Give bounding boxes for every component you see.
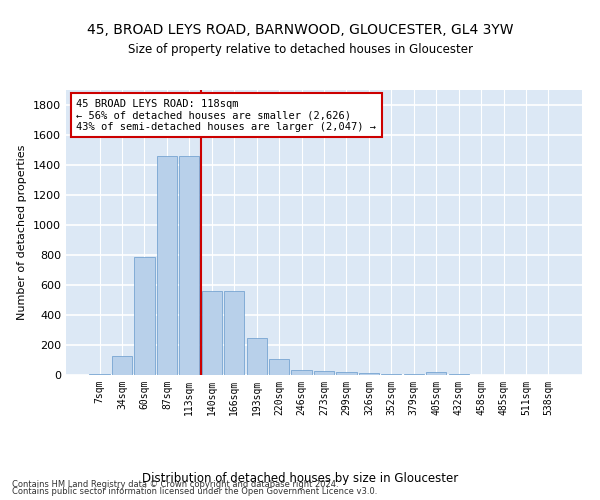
Bar <box>247 338 267 375</box>
Bar <box>426 372 446 375</box>
Bar <box>179 156 199 375</box>
Text: Contains HM Land Registry data © Crown copyright and database right 2024.: Contains HM Land Registry data © Crown c… <box>12 480 338 489</box>
Bar <box>202 291 222 375</box>
Bar <box>292 370 311 375</box>
Bar <box>381 374 401 375</box>
Bar <box>112 356 132 375</box>
Bar <box>314 371 334 375</box>
Bar <box>404 374 424 375</box>
Text: Distribution of detached houses by size in Gloucester: Distribution of detached houses by size … <box>142 472 458 485</box>
Bar <box>134 256 155 375</box>
Text: Contains public sector information licensed under the Open Government Licence v3: Contains public sector information licen… <box>12 487 377 496</box>
Y-axis label: Number of detached properties: Number of detached properties <box>17 145 28 320</box>
Bar <box>449 374 469 375</box>
Bar <box>157 156 177 375</box>
Text: 45, BROAD LEYS ROAD, BARNWOOD, GLOUCESTER, GL4 3YW: 45, BROAD LEYS ROAD, BARNWOOD, GLOUCESTE… <box>87 22 513 36</box>
Bar <box>224 291 244 375</box>
Bar <box>359 373 379 375</box>
Bar <box>337 372 356 375</box>
Text: 45 BROAD LEYS ROAD: 118sqm
← 56% of detached houses are smaller (2,626)
43% of s: 45 BROAD LEYS ROAD: 118sqm ← 56% of deta… <box>76 98 376 132</box>
Bar <box>269 359 289 375</box>
Bar <box>89 374 110 375</box>
Text: Size of property relative to detached houses in Gloucester: Size of property relative to detached ho… <box>128 42 473 56</box>
